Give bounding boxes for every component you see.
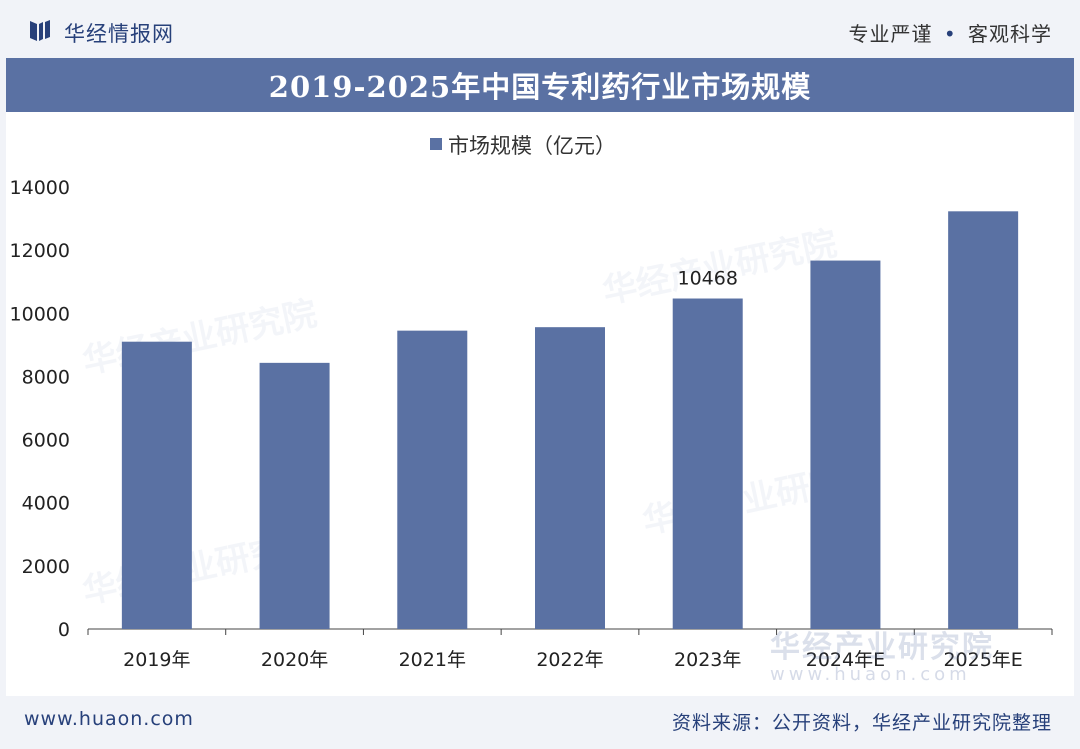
- y-tick-label: 2000: [22, 556, 70, 578]
- bar: [810, 260, 881, 629]
- y-tick-label: 4000: [22, 493, 70, 515]
- bar: [121, 341, 192, 629]
- y-tick-label: 12000: [10, 240, 70, 262]
- slogan-right: 客观科学: [968, 22, 1052, 46]
- watermark-brand: 华经产业研究院: [770, 630, 994, 665]
- brand-name: 华经情报网: [64, 22, 174, 46]
- title-bar: 2019-2025年中国专利药行业市场规模: [6, 58, 1074, 112]
- y-tick-label: 10000: [10, 303, 70, 325]
- y-tick-label: 6000: [22, 430, 70, 452]
- bar: [259, 362, 330, 629]
- y-tick-label: 14000: [10, 177, 70, 199]
- y-axis: 0 2000 4000 6000 8000 10000 12000 14000: [10, 177, 70, 641]
- watermark-url: www.huaon.com: [770, 664, 971, 685]
- y-tick-label: 8000: [22, 366, 70, 388]
- x-tick-label: 2025年E: [943, 649, 1022, 671]
- bar: [672, 298, 743, 629]
- slogan: 专业严谨 • 客观科学: [848, 18, 1052, 47]
- x-tick-label: 2023年: [674, 649, 741, 671]
- footer-source: 资料来源：公开资料，华经产业研究院整理: [671, 712, 1052, 734]
- y-tick-label: 0: [58, 619, 70, 641]
- legend-label: 市场规模（亿元）: [448, 134, 616, 158]
- bars: [121, 211, 1019, 629]
- x-tick-label: 2021年: [399, 649, 466, 671]
- chart-title: 2019-2025年中国专利药行业市场规模: [268, 70, 812, 104]
- slogan-dot: •: [943, 22, 957, 46]
- x-tick-label: 2024年E: [806, 649, 885, 671]
- x-tick-label: 2022年: [536, 649, 603, 671]
- huaon-logo-icon: [30, 20, 50, 41]
- bar: [948, 211, 1019, 629]
- chart-legend: 市场规模（亿元）: [430, 134, 616, 158]
- slogan-left: 专业严谨: [848, 22, 933, 46]
- footer: www.huaon.com 资料来源：公开资料，华经产业研究院整理: [0, 696, 1080, 749]
- header-bar: 华经情报网 专业严谨 • 客观科学: [0, 0, 1080, 58]
- bar: [397, 330, 468, 629]
- bar: [535, 327, 605, 629]
- footer-website-link[interactable]: www.huaon.com: [24, 708, 194, 730]
- x-tick-label: 2019年: [123, 649, 190, 671]
- x-tick-label: 2020年: [261, 649, 328, 671]
- data-label: 10468: [677, 268, 737, 290]
- legend-swatch: [430, 138, 442, 150]
- data-labels: 10468: [677, 268, 737, 290]
